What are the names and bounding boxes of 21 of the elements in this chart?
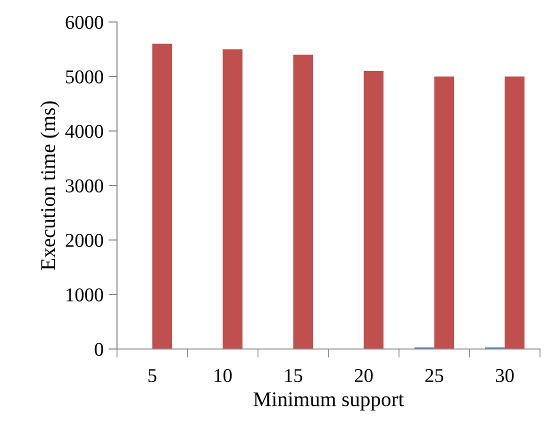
- bar: [293, 54, 313, 349]
- bar: [434, 76, 454, 349]
- y-tick-label: 4000: [65, 124, 104, 138]
- y-tick-label: 3000: [66, 179, 104, 192]
- y-tick-label: 2000: [66, 234, 104, 247]
- x-tick-label: 15: [285, 369, 302, 382]
- y-tick-label: 0: [94, 342, 104, 356]
- bar: [222, 49, 242, 349]
- bar: [364, 71, 384, 349]
- x-tick-label: 30: [496, 369, 514, 382]
- x-tick-label: 10: [214, 369, 232, 382]
- y-axis-title: Execution time (ms): [40, 101, 60, 270]
- x-tick-label: 25: [425, 369, 444, 382]
- bar: [152, 44, 172, 349]
- y-tick-label: 6000: [66, 16, 104, 29]
- y-tick-label: 5000: [66, 70, 104, 84]
- x-axis-title: Minimum support: [254, 392, 404, 411]
- x-tick-label: 20: [354, 369, 373, 382]
- bar: [504, 76, 524, 349]
- x-tick-label: 5: [148, 369, 156, 382]
- y-tick-label: 1000: [66, 288, 104, 302]
